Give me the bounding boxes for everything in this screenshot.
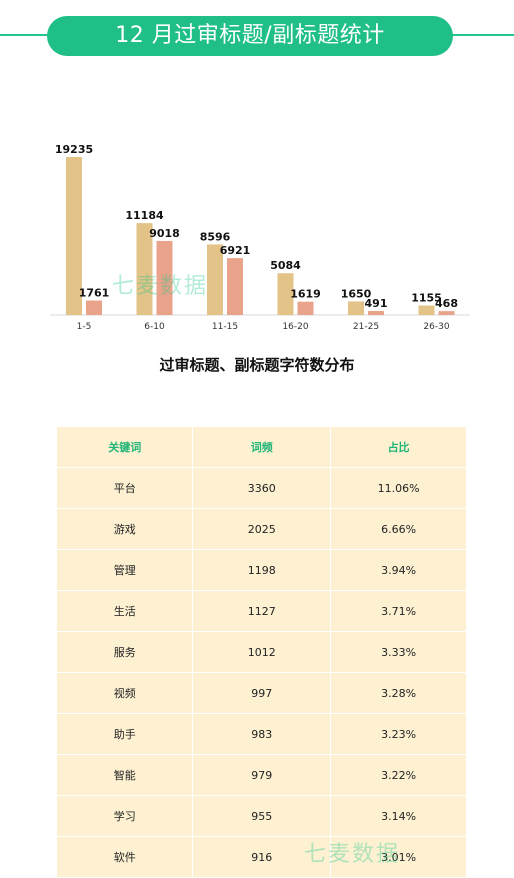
x-tick-label: 26-30 [423, 322, 449, 330]
cell-keyword: 助手 [55, 713, 194, 755]
cell-frequency: 1198 [192, 549, 332, 591]
table-row: 生活 1127 3.71% [55, 590, 467, 632]
bar-value-label: 6921 [220, 244, 251, 257]
header-ratio: 占比 [330, 426, 467, 468]
bar-value-label: 11184 [125, 209, 164, 222]
x-tick-label: 21-25 [353, 322, 379, 330]
cell-ratio: 3.23% [330, 713, 467, 755]
chart-title: 过审标题、副标题字符数分布 [159, 356, 355, 374]
cell-keyword: 平台 [55, 467, 194, 509]
cell-keyword: 生活 [55, 590, 194, 632]
bar-11-15-series1 [207, 244, 223, 315]
cell-keyword: 服务 [55, 631, 194, 673]
keyword-table: 关键词 词频 占比 平台 3360 11.06% 游戏 2025 6.66% 管理 1198 3… [55, 426, 467, 878]
table-row: 游戏 2025 6.66% [55, 508, 467, 550]
cell-ratio: 3.94% [330, 549, 467, 591]
bar-26-30-series2 [438, 311, 455, 315]
watermark-chart: 七麦数据 [112, 274, 209, 299]
bar-1-5-series2 [86, 300, 102, 315]
x-tick-label: 16-20 [282, 322, 308, 330]
x-tick-label: 1-5 [77, 322, 92, 330]
cell-frequency: 997 [192, 672, 332, 714]
table-row: 视频 997 3.28% [55, 672, 467, 714]
bar-6-10-series1 [136, 223, 153, 315]
cell-ratio: 3.71% [330, 590, 467, 632]
bar-1-5-series1 [66, 157, 82, 315]
cell-keyword: 管理 [55, 549, 194, 591]
bar-21-25-series2 [368, 310, 384, 315]
cell-ratio: 3.33% [330, 631, 467, 673]
table-header-row: 关键词 词频 占比 [55, 426, 467, 468]
header-keyword: 关键词 [55, 426, 194, 468]
cell-ratio: 11.06% [330, 467, 467, 509]
table-row: 智能 979 3.22% [55, 754, 467, 796]
header-frequency: 词频 [192, 426, 332, 468]
cell-frequency: 2025 [192, 508, 332, 550]
x-tick-label: 11-15 [212, 322, 238, 330]
bar-16-20-series2 [297, 301, 314, 315]
bar-value-label: 5084 [270, 259, 301, 272]
cell-keyword: 智能 [55, 754, 194, 796]
bar-value-label: 1619 [290, 288, 321, 301]
bar-6-10-series2 [156, 240, 173, 315]
table-row: 服务 1012 3.33% [55, 631, 467, 673]
cell-frequency: 1012 [192, 631, 332, 673]
bar-value-label: 491 [365, 297, 388, 310]
cell-keyword: 学习 [55, 795, 194, 837]
header-rule-left [0, 34, 60, 36]
bar-26-30-series1 [418, 305, 435, 315]
cell-ratio: 3.28% [330, 672, 467, 714]
bar-value-label: 468 [435, 297, 458, 310]
bar-value-label: 1155 [411, 292, 442, 305]
x-tick-label: 6-10 [144, 322, 165, 330]
bar-21-25-series1 [348, 301, 364, 315]
bar-11-15-series2 [227, 258, 243, 315]
cell-frequency: 1127 [192, 590, 332, 632]
cell-frequency: 979 [192, 754, 332, 796]
cell-ratio: 6.66% [330, 508, 467, 550]
bar-value-label: 9018 [149, 227, 180, 240]
table-row: 平台 3360 11.06% [55, 467, 467, 509]
cell-ratio: 3.22% [330, 754, 467, 796]
cell-ratio: 3.14% [330, 795, 467, 837]
table-row: 学习 955 3.14% [55, 795, 467, 837]
cell-frequency: 955 [192, 795, 332, 837]
cell-frequency: 3360 [192, 467, 332, 509]
bar-value-label: 19235 [55, 143, 93, 156]
cell-frequency: 983 [192, 713, 332, 755]
table-row: 助手 983 3.23% [55, 713, 467, 755]
table-row: 软件 916 3.01% [55, 836, 467, 878]
watermark-table: 七麦数据 [304, 842, 401, 867]
bar-value-label: 8596 [200, 230, 231, 243]
header-rule-right [452, 34, 514, 36]
cell-keyword: 软件 [55, 836, 194, 878]
cell-keyword: 游戏 [55, 508, 194, 550]
bar-value-label: 1761 [79, 287, 110, 300]
cell-ratio: 3.01% [330, 836, 467, 878]
bar-value-label: 1650 [341, 287, 372, 300]
table-row: 管理 1198 3.94% [55, 549, 467, 591]
page-title: 12 月过审标题/副标题统计 [47, 16, 453, 56]
bar-16-20-series1 [277, 273, 294, 315]
cell-keyword: 视频 [55, 672, 194, 714]
